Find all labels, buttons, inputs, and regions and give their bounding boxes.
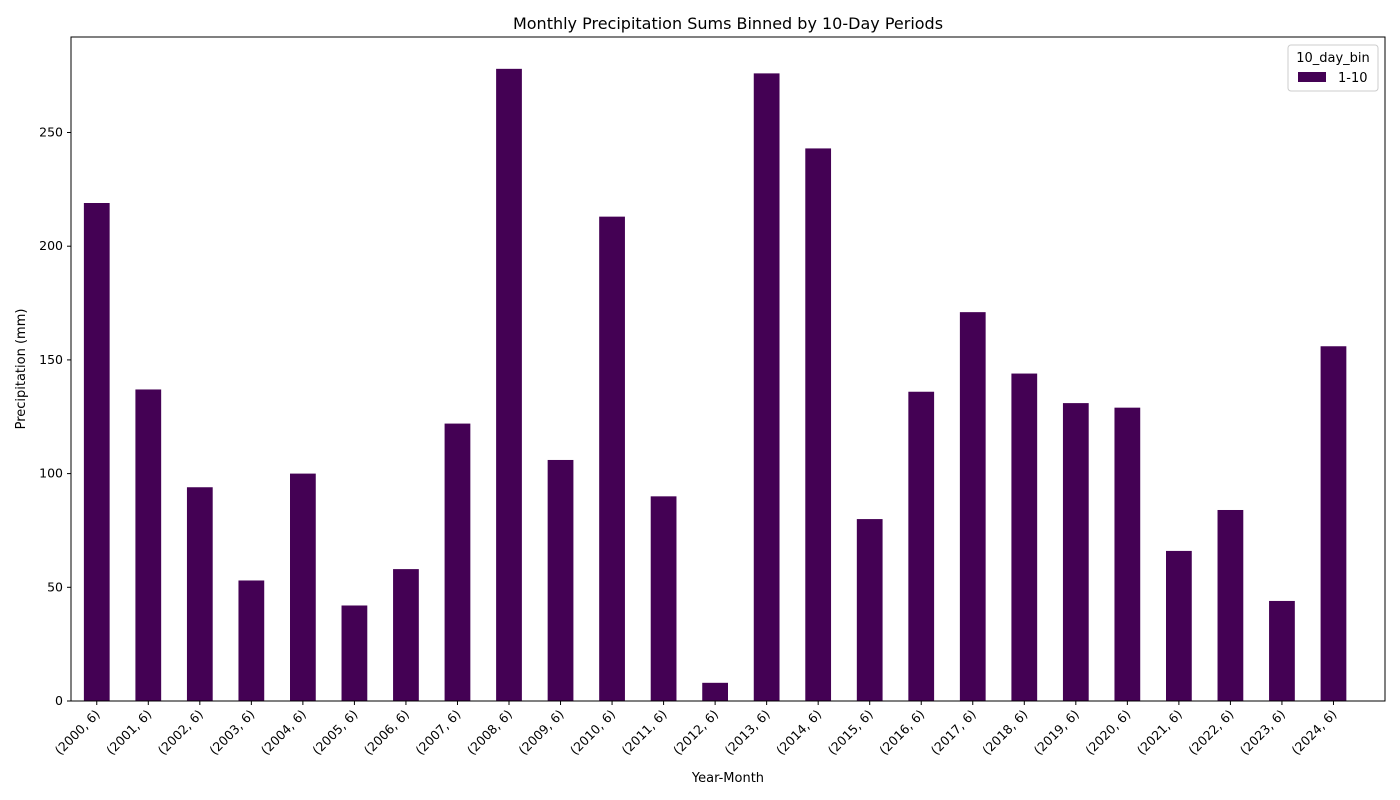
- bar: [1269, 600, 1295, 701]
- bar: [650, 496, 677, 701]
- y-tick-label: 100: [39, 466, 63, 481]
- x-tick-label: (2023, 6): [1237, 707, 1288, 758]
- y-tick-label: 0: [55, 693, 63, 708]
- x-tick-label: (2000, 6): [52, 707, 103, 758]
- bar: [186, 487, 213, 701]
- bar: [805, 148, 832, 702]
- plot-frame: [70, 36, 1386, 702]
- x-tick-label: (2011, 6): [618, 707, 669, 758]
- bar: [290, 473, 316, 701]
- bar: [1011, 373, 1038, 701]
- bar: [393, 569, 419, 701]
- x-tick-label: (2004, 6): [258, 707, 309, 758]
- x-tick-label: (2010, 6): [567, 707, 618, 758]
- x-tick-label: (2005, 6): [309, 707, 360, 758]
- chart-title: Monthly Precipitation Sums Binned by 10-…: [513, 14, 943, 33]
- bar: [83, 203, 110, 701]
- x-tick-label: (2008, 6): [464, 707, 515, 758]
- legend-swatch: [1298, 72, 1326, 82]
- y-tick-label: 200: [39, 238, 63, 253]
- x-tick-label: (2024, 6): [1288, 707, 1339, 758]
- bar: [1114, 407, 1141, 701]
- x-tick-label: (2019, 6): [1031, 707, 1082, 758]
- x-tick-label: (2002, 6): [155, 707, 206, 758]
- x-tick-label: (2018, 6): [979, 707, 1030, 758]
- x-tick-label: (2001, 6): [103, 707, 154, 758]
- x-tick-label: (2022, 6): [1185, 707, 1236, 758]
- bar: [1062, 403, 1089, 701]
- x-tick-label: (2017, 6): [928, 707, 979, 758]
- x-tick-label: (2021, 6): [1134, 707, 1185, 758]
- x-tick-label: (2006, 6): [361, 707, 412, 758]
- x-tick-label: (2009, 6): [515, 707, 566, 758]
- y-axis: 0 50 100 150 200 250: [39, 125, 71, 708]
- bar: [444, 423, 471, 701]
- bar: [908, 391, 935, 701]
- bar: [238, 580, 265, 701]
- bar: [599, 216, 625, 701]
- x-tick-label: (2012, 6): [670, 707, 721, 758]
- bars-layer: [83, 68, 1347, 702]
- bar: [1320, 346, 1347, 701]
- bar: [341, 605, 368, 701]
- bar: [1166, 550, 1192, 701]
- x-axis-title: Year-Month: [691, 771, 764, 786]
- legend: 10_day_bin 1-10: [1287, 44, 1379, 92]
- bar: [135, 389, 162, 701]
- x-tick-label: (2013, 6): [722, 707, 773, 758]
- bar: [753, 73, 780, 701]
- y-tick-label: 50: [47, 579, 63, 594]
- bar: [959, 312, 986, 701]
- legend-entry-label: 1-10: [1338, 71, 1368, 86]
- bar: [496, 68, 522, 702]
- bar: [547, 459, 574, 701]
- legend-title: 10_day_bin: [1296, 51, 1370, 66]
- y-tick-label: 250: [39, 125, 63, 140]
- x-tick-label: (2016, 6): [876, 707, 927, 758]
- x-tick-label: (2007, 6): [412, 707, 463, 758]
- y-tick-label: 150: [39, 352, 63, 367]
- x-tick-label: (2020, 6): [1082, 707, 1133, 758]
- bar: [856, 519, 883, 701]
- bar: [702, 682, 728, 701]
- x-tick-label: (2015, 6): [825, 707, 876, 758]
- bar: [1217, 509, 1244, 701]
- x-tick-label: (2003, 6): [206, 707, 257, 758]
- x-axis: (2000, 6) (2001, 6) (2002, 6) (2003, 6) (200…: [52, 701, 1340, 758]
- y-axis-title: Precipitation (mm): [14, 309, 29, 430]
- x-tick-label: (2014, 6): [773, 707, 824, 758]
